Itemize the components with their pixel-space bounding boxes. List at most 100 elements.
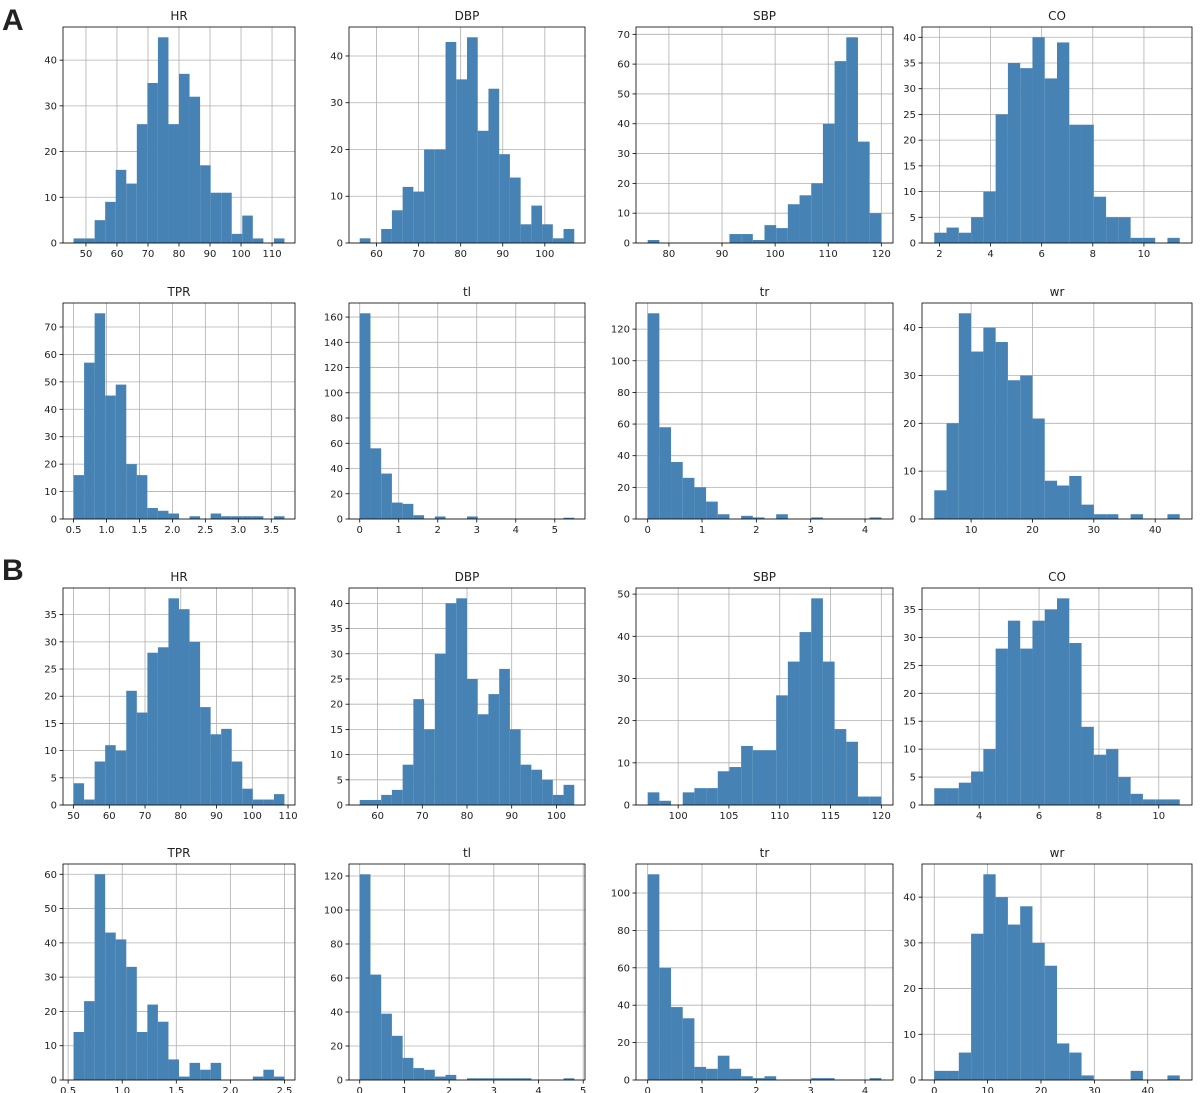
x-tick-label: 110 bbox=[263, 249, 282, 260]
bar bbox=[706, 1068, 718, 1080]
bar bbox=[983, 874, 996, 1080]
bar bbox=[84, 1001, 95, 1080]
bar bbox=[729, 1068, 742, 1080]
bar bbox=[499, 154, 510, 243]
x-tick-label: 60 bbox=[371, 811, 384, 822]
y-tick-label: 60 bbox=[617, 60, 630, 71]
histogram-chart: 0 1 2 3 4 5 0 20 40 60 80 100 120 tl bbox=[324, 846, 586, 1093]
bar bbox=[1007, 380, 1021, 519]
bar bbox=[563, 1078, 575, 1080]
bar bbox=[1069, 1052, 1082, 1080]
y-tick-label: 100 bbox=[324, 905, 343, 916]
y-tick-label: 20 bbox=[330, 145, 343, 156]
bar bbox=[682, 792, 695, 805]
bar bbox=[115, 169, 127, 243]
bar bbox=[179, 609, 190, 805]
y-tick-label: 40 bbox=[617, 451, 630, 462]
histogram-chart: 0 10 20 30 40 0 10 20 30 40 wr bbox=[903, 846, 1193, 1093]
bar bbox=[846, 741, 858, 805]
y-tick-label: 50 bbox=[44, 904, 57, 915]
x-tick-label: 3 bbox=[807, 1086, 813, 1093]
bar bbox=[776, 695, 788, 805]
bar bbox=[811, 598, 823, 805]
y-tick-label: 0 bbox=[337, 239, 343, 250]
x-tick-label: 115 bbox=[821, 811, 840, 822]
bar bbox=[752, 750, 765, 805]
bar bbox=[1155, 799, 1168, 805]
bar bbox=[263, 799, 274, 805]
bar bbox=[729, 767, 742, 805]
bar bbox=[242, 788, 253, 805]
bar bbox=[1142, 237, 1156, 243]
y-tick-label: 15 bbox=[330, 725, 343, 736]
y-tick-label: 10 bbox=[44, 193, 57, 204]
bar bbox=[552, 238, 564, 243]
bar bbox=[995, 341, 1008, 519]
bar bbox=[729, 234, 742, 243]
bar bbox=[1106, 749, 1119, 805]
x-tick-label: 90 bbox=[210, 811, 223, 822]
y-tick-label: 60 bbox=[44, 870, 57, 881]
bar bbox=[73, 475, 85, 519]
bar bbox=[1057, 1043, 1070, 1080]
x-tick-label: 80 bbox=[461, 811, 474, 822]
bar bbox=[1032, 37, 1045, 244]
axes-frame bbox=[348, 587, 586, 806]
bar bbox=[741, 515, 753, 519]
chart-title: HR bbox=[170, 570, 187, 584]
y-tick-label: 30 bbox=[903, 371, 916, 382]
x-tick-label: 4 bbox=[513, 525, 519, 536]
bar bbox=[402, 1057, 414, 1080]
bar bbox=[467, 37, 478, 244]
y-tick-label: 25 bbox=[44, 665, 57, 676]
bar bbox=[136, 712, 148, 805]
x-tick-label: 80 bbox=[454, 249, 467, 260]
bar bbox=[147, 83, 158, 243]
bar bbox=[1044, 480, 1057, 519]
bar bbox=[168, 1059, 179, 1080]
x-tick-label: 3 bbox=[491, 1086, 497, 1093]
bar bbox=[706, 501, 718, 519]
y-tick-label: 0 bbox=[337, 1076, 343, 1087]
x-tick-label: 120 bbox=[872, 811, 891, 822]
bar bbox=[776, 514, 788, 519]
y-tick-label: 0 bbox=[624, 239, 630, 250]
bar bbox=[221, 728, 232, 805]
axes-frame bbox=[921, 863, 1193, 1081]
bar bbox=[467, 1078, 478, 1080]
bar bbox=[1007, 63, 1021, 243]
axes-frame bbox=[62, 302, 296, 520]
bar bbox=[958, 313, 972, 519]
bar bbox=[359, 238, 371, 243]
bar bbox=[682, 1018, 695, 1080]
x-tick-label: 10 bbox=[981, 1086, 994, 1093]
bar bbox=[682, 477, 695, 519]
x-tick-label: 2.5 bbox=[277, 1086, 293, 1093]
bar bbox=[1081, 726, 1094, 805]
y-tick-label: 15 bbox=[903, 717, 916, 728]
bar bbox=[946, 1070, 959, 1080]
y-tick-label: 40 bbox=[44, 938, 57, 949]
bar bbox=[1081, 504, 1094, 519]
x-tick-label: 2.0 bbox=[222, 1086, 238, 1093]
bar bbox=[1057, 485, 1070, 519]
y-tick-label: 40 bbox=[903, 33, 916, 44]
y-tick-label: 5 bbox=[337, 775, 343, 786]
y-tick-label: 0 bbox=[51, 515, 57, 526]
bar bbox=[659, 967, 672, 1080]
bar bbox=[799, 632, 812, 805]
x-tick-label: 100 bbox=[669, 811, 688, 822]
bar bbox=[520, 224, 532, 243]
x-tick-label: 80 bbox=[663, 249, 676, 260]
y-tick-label: 35 bbox=[903, 59, 916, 70]
x-tick-label: 50 bbox=[80, 249, 93, 260]
histogram-chart: 10 20 30 40 0 10 20 30 40 wr bbox=[903, 285, 1193, 536]
bar bbox=[647, 874, 660, 1080]
bar bbox=[73, 783, 85, 805]
y-tick-label: 5 bbox=[910, 773, 916, 784]
panel-label: A bbox=[2, 4, 24, 37]
histogram-chart: 50 60 70 80 90 100 110 0 5 10 15 20 25 30 35 HR bbox=[44, 570, 297, 822]
bar bbox=[752, 240, 765, 243]
x-tick-label: 2 bbox=[936, 249, 942, 260]
bar bbox=[1032, 620, 1045, 805]
